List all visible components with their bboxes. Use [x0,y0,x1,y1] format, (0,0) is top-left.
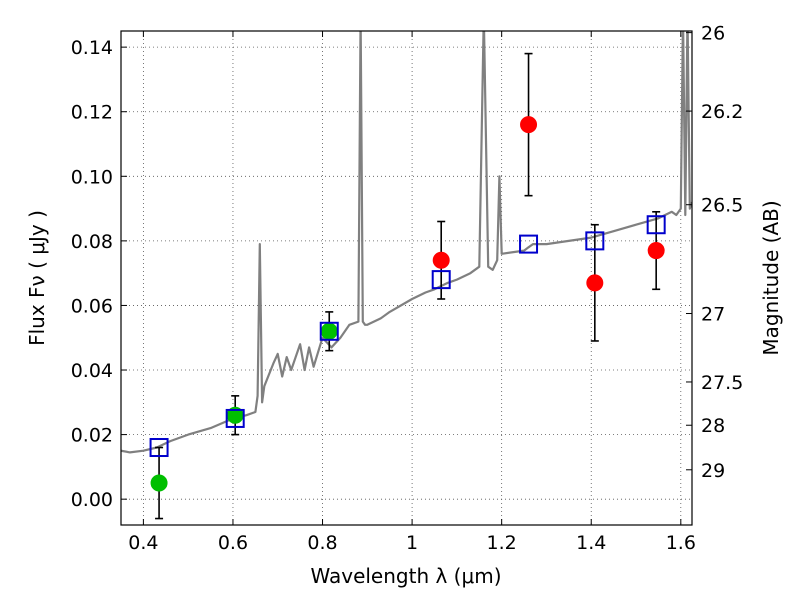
model-photometry-square [585,231,605,251]
observed-point-red [432,251,450,269]
model-photometry-square [431,270,451,290]
y2-tick-label: 27 [701,304,725,326]
model-photometry-square [149,438,169,458]
y-tick-label: 0.04 [71,360,113,382]
plot-frame [120,30,693,526]
y-axis-label: Flux Fν ( μJy ) [25,210,49,346]
x-tick-label: 1.6 [666,532,696,554]
y-tick-label: 0.06 [71,295,113,317]
y-tick-label: 0.02 [71,425,113,447]
y2-tick-label: 29 [701,460,725,482]
x-tick-label: 0.4 [128,532,158,554]
observed-point-red [586,274,604,292]
y2-tick-label: 26.5 [701,195,743,217]
model-photometry-square [319,321,339,341]
x-tick-label: 1 [406,532,418,554]
x-tick-label: 0.8 [307,532,337,554]
y2-tick-label: 28 [701,415,725,437]
y-tick-label: 0.12 [71,102,113,124]
y2-tick-label: 26 [701,23,725,45]
y2-tick-label: 26.2 [701,101,743,123]
y-tick-label: 0.08 [71,231,113,253]
observed-point-green [320,322,338,340]
x-tick-label: 1.4 [576,532,606,554]
model-photometry-square [519,234,539,254]
x-axis-label: Wavelength λ (μm) [310,564,501,588]
model-photometry-square [646,215,666,235]
x-tick-label: 0.6 [218,532,248,554]
model-photometry-square [225,408,245,428]
plot-clipped-group [121,31,692,520]
x-tick-label: 1.2 [487,532,517,554]
plot-area [121,31,692,520]
y-tick-label: 0.14 [71,37,113,59]
observed-point-red [520,116,538,134]
observed-point-green [150,474,168,492]
y-tick-label: 0.00 [71,489,113,511]
y2-axis-label: Magnitude (AB) [759,200,783,355]
ticks: 0.4 0.6 0.8 1 1.2 1.4 1.6 0.00 0.02 0.04 0.06 0.08 0… [71,23,744,554]
y-tick-label: 0.10 [71,166,113,188]
observed-point-red [647,242,665,260]
y2-tick-label: 27.5 [701,372,743,394]
